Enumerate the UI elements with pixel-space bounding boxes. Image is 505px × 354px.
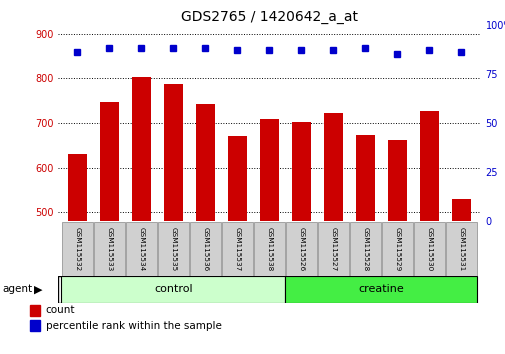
FancyBboxPatch shape xyxy=(93,222,125,275)
Bar xyxy=(451,199,470,221)
FancyBboxPatch shape xyxy=(285,222,317,275)
FancyBboxPatch shape xyxy=(254,222,284,275)
FancyBboxPatch shape xyxy=(125,222,157,275)
Bar xyxy=(164,84,183,221)
Bar xyxy=(30,320,40,331)
Bar xyxy=(291,122,311,221)
Text: creatine: creatine xyxy=(358,284,403,295)
FancyBboxPatch shape xyxy=(158,222,189,275)
FancyBboxPatch shape xyxy=(413,222,444,275)
Text: count: count xyxy=(45,306,75,315)
Text: ▶: ▶ xyxy=(34,284,43,295)
Text: GSM115538: GSM115538 xyxy=(266,227,272,271)
Text: percentile rank within the sample: percentile rank within the sample xyxy=(45,320,221,331)
Text: GSM115530: GSM115530 xyxy=(426,227,432,271)
FancyBboxPatch shape xyxy=(445,222,476,275)
Bar xyxy=(387,141,407,221)
FancyBboxPatch shape xyxy=(62,222,93,275)
Bar xyxy=(260,119,278,221)
Text: GSM115536: GSM115536 xyxy=(202,227,208,271)
FancyBboxPatch shape xyxy=(61,276,285,303)
FancyBboxPatch shape xyxy=(221,222,252,275)
Text: GSM115535: GSM115535 xyxy=(170,227,176,271)
Text: GSM115533: GSM115533 xyxy=(106,227,112,271)
Text: GSM115537: GSM115537 xyxy=(234,227,240,271)
Text: agent: agent xyxy=(3,284,33,295)
Text: GSM115527: GSM115527 xyxy=(330,227,336,271)
FancyBboxPatch shape xyxy=(317,222,348,275)
Title: GDS2765 / 1420642_a_at: GDS2765 / 1420642_a_at xyxy=(181,10,357,24)
Bar xyxy=(131,77,150,221)
Bar xyxy=(99,102,119,221)
Bar xyxy=(30,305,40,316)
Text: GSM115528: GSM115528 xyxy=(362,227,368,271)
Text: GSM115529: GSM115529 xyxy=(394,227,399,271)
Text: GSM115526: GSM115526 xyxy=(298,227,304,271)
Text: control: control xyxy=(154,284,192,295)
FancyBboxPatch shape xyxy=(381,222,413,275)
FancyBboxPatch shape xyxy=(189,222,221,275)
Bar xyxy=(419,110,438,221)
Bar xyxy=(195,104,215,221)
Text: GSM115534: GSM115534 xyxy=(138,227,144,271)
Bar xyxy=(323,113,342,221)
Bar xyxy=(68,154,87,221)
Text: GSM115532: GSM115532 xyxy=(74,227,80,271)
Text: GSM115531: GSM115531 xyxy=(458,227,464,271)
FancyBboxPatch shape xyxy=(349,222,380,275)
FancyBboxPatch shape xyxy=(285,276,477,303)
Bar xyxy=(227,136,246,221)
Bar xyxy=(355,135,374,221)
